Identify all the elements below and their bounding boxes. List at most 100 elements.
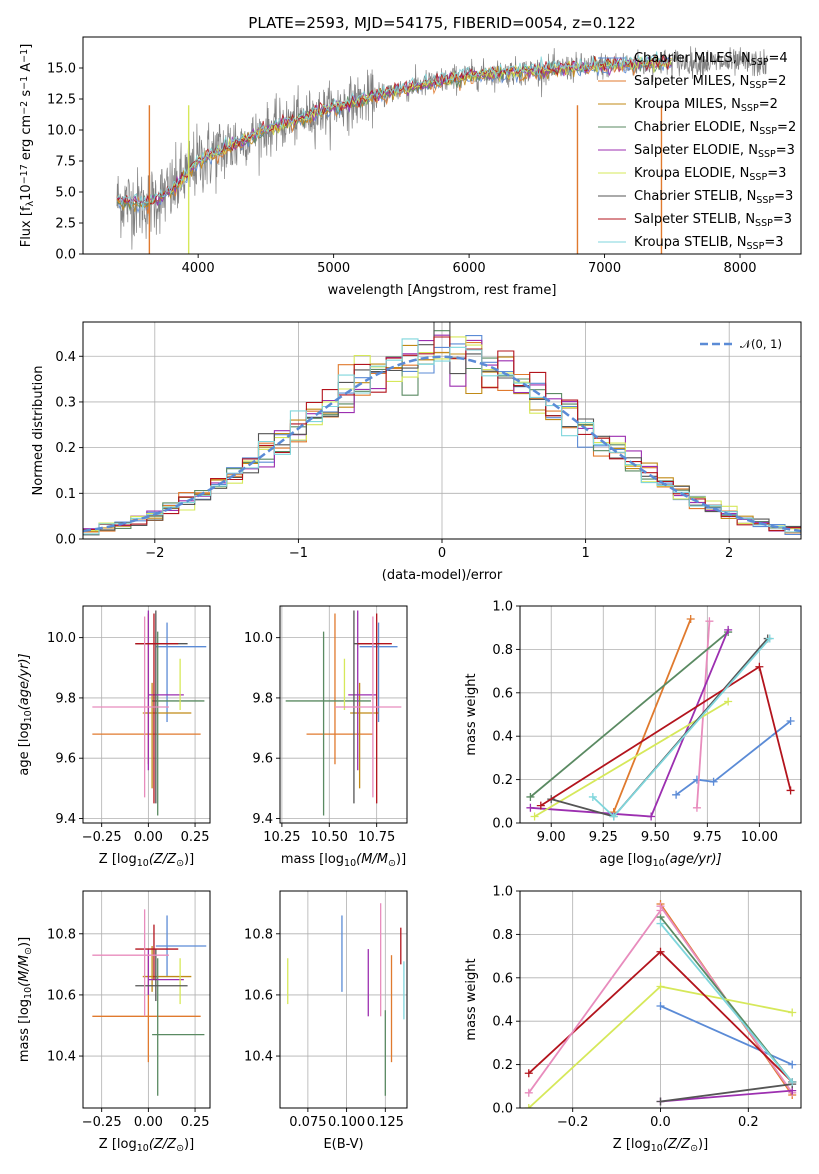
errorbar-point (306, 613, 373, 765)
plot-area-mass-vs-EBV (287, 903, 405, 1096)
weight-marker (786, 786, 795, 795)
x-tick-label: 1 (581, 546, 589, 561)
weight-marker (788, 1060, 797, 1069)
histogram-step-line (83, 334, 801, 532)
axes-border (519, 890, 802, 1109)
x-tick-label: 9.50 (641, 830, 670, 845)
weight-marker (724, 625, 733, 634)
y-tick-label: 0.6 (492, 971, 513, 986)
weight-marker (524, 1069, 533, 1078)
weight-line (612, 618, 692, 813)
errorbar-point (92, 616, 169, 798)
x-tick-label: 10.75 (358, 830, 395, 845)
legend-label: Kroupa STELIB, NSSP=3 (634, 235, 784, 252)
errorbar-point (334, 616, 402, 798)
axes-border (82, 890, 211, 1109)
spectrum-data-line (116, 46, 768, 250)
errorbar-point (92, 613, 201, 765)
y-tick-label: 0.1 (55, 487, 76, 502)
x-tick-label: −0.25 (82, 1115, 122, 1130)
y-tick-label: 0.6 (492, 686, 513, 701)
y-tick-label: 9.8 (252, 691, 273, 706)
y-tick-label: 10.6 (244, 988, 273, 1003)
axes-border (82, 605, 211, 824)
weight-line (528, 909, 662, 1094)
weight-marker (609, 812, 618, 821)
weight-marker (524, 1088, 533, 1097)
x-tick-label: −1 (289, 546, 308, 561)
spectrum-model-line (116, 57, 672, 206)
x-tick-label: 0.00 (134, 830, 163, 845)
weight-marker (788, 1077, 797, 1086)
y-tick-label: 0.8 (492, 928, 513, 943)
figure-title: PLATE=2593, MJD=54175, FIBERID=0054, z=0… (248, 14, 635, 32)
x-tick-label: 6000 (453, 261, 486, 276)
plot-area-mass-vs-Z (92, 909, 207, 1096)
plot-area-weight-vs-Z (524, 900, 797, 1108)
y-tick-label: 0.0 (492, 1102, 513, 1117)
weight-marker (755, 662, 764, 671)
histogram-step-line (83, 338, 801, 535)
y-tick-label: 9.4 (55, 812, 76, 827)
weight-line (675, 720, 792, 796)
x-tick-label: 10.00 (741, 830, 778, 845)
x-axis-label: Z [log10(Z/Z⊙)] (99, 1137, 194, 1154)
y-tick-label: 9.4 (252, 812, 273, 827)
y-tick-label: 0.0 (55, 533, 76, 548)
weight-marker (705, 617, 714, 626)
plot-area-age-vs-mass (285, 610, 402, 816)
axes-frame: 4000 5000 6000 7000 8000 0.0 2.5 5.0 7.5 10.0 12.5… (47, 36, 802, 276)
y-axis-label: mass [log10(M/M⊙)] (17, 937, 34, 1062)
plot-area-residual-histogram (83, 322, 801, 536)
y-tick-label: 0.2 (492, 773, 513, 788)
axes-border (82, 36, 802, 255)
x-tick-label: 0.25 (181, 1115, 210, 1130)
legend-label: Chabrier MILES, NSSP=4 (634, 51, 788, 68)
errorbar-point (155, 622, 207, 723)
errorbar-point (357, 613, 392, 804)
y-tick-label: 10.8 (244, 927, 273, 942)
x-tick-label: 9.25 (589, 830, 618, 845)
x-axis-label: Z [log10(Z/Z⊙)] (99, 852, 194, 869)
weight-marker (536, 801, 545, 810)
legend-label: Salpeter MILES, NSSP=2 (634, 74, 786, 91)
legend-label: Chabrier ELODIE, NSSP=2 (634, 120, 796, 137)
y-axis-label: mass weight (464, 958, 479, 1040)
x-tick-label: −2 (145, 546, 164, 561)
x-axis-label: E(B-V) (323, 1137, 363, 1152)
axes-frame: 10.25 10.50 10.75 9.4 9.6 9.8 10.0 (244, 605, 408, 845)
axes-border (279, 890, 408, 1109)
spectrum-model-line (116, 55, 672, 212)
histogram-step-line (83, 322, 801, 536)
weight-series (656, 1086, 797, 1106)
y-tick-label: 5.0 (55, 186, 76, 201)
weight-marker (656, 1002, 665, 1011)
y-tick-label: 0.4 (492, 1015, 513, 1030)
axes-border (279, 605, 408, 824)
spectrum-model-line (116, 56, 672, 214)
axes-frame: 9.00 9.25 9.50 9.75 10.00 0.0 0.2 0.4 0.6 0.8 1.0 (492, 600, 802, 845)
y-tick-label: 10.0 (47, 124, 76, 139)
x-tick-label: 8000 (723, 261, 756, 276)
axes-frame: −0.25 0.00 0.25 10.4 10.6 10.8 (47, 890, 211, 1130)
x-tick-label: 5000 (317, 261, 350, 276)
axes-spectrum: 4000 5000 6000 7000 8000 0.0 2.5 5.0 7.5 10.0 12.5… (19, 36, 802, 298)
y-tick-label: 10.8 (47, 927, 76, 942)
legend-label: Kroupa ELODIE, NSSP=3 (634, 166, 786, 183)
x-axis-label: (data-model)/error (382, 568, 503, 583)
weight-marker (656, 982, 665, 991)
y-tick-label: 10.6 (47, 988, 76, 1003)
x-tick-label: 0.125 (367, 1115, 404, 1130)
x-tick-label: 0.2 (738, 1115, 759, 1130)
weight-series (656, 919, 797, 1086)
spectrum-model-line (116, 54, 672, 207)
weight-marker (656, 947, 665, 956)
legend-label: 𝒩(0, 1) (740, 337, 782, 351)
weight-marker (786, 717, 795, 726)
errorbar-point (142, 946, 192, 992)
spectrum-model-line (116, 56, 672, 212)
axes-mass-vs-Z: −0.25 0.00 0.25 10.4 10.6 10.8 Z [log10(Z/Z⊙)]… (17, 890, 211, 1154)
plot-area-age-vs-Z (92, 610, 207, 816)
y-axis-label: age [log10(age/yr)] (17, 653, 34, 775)
